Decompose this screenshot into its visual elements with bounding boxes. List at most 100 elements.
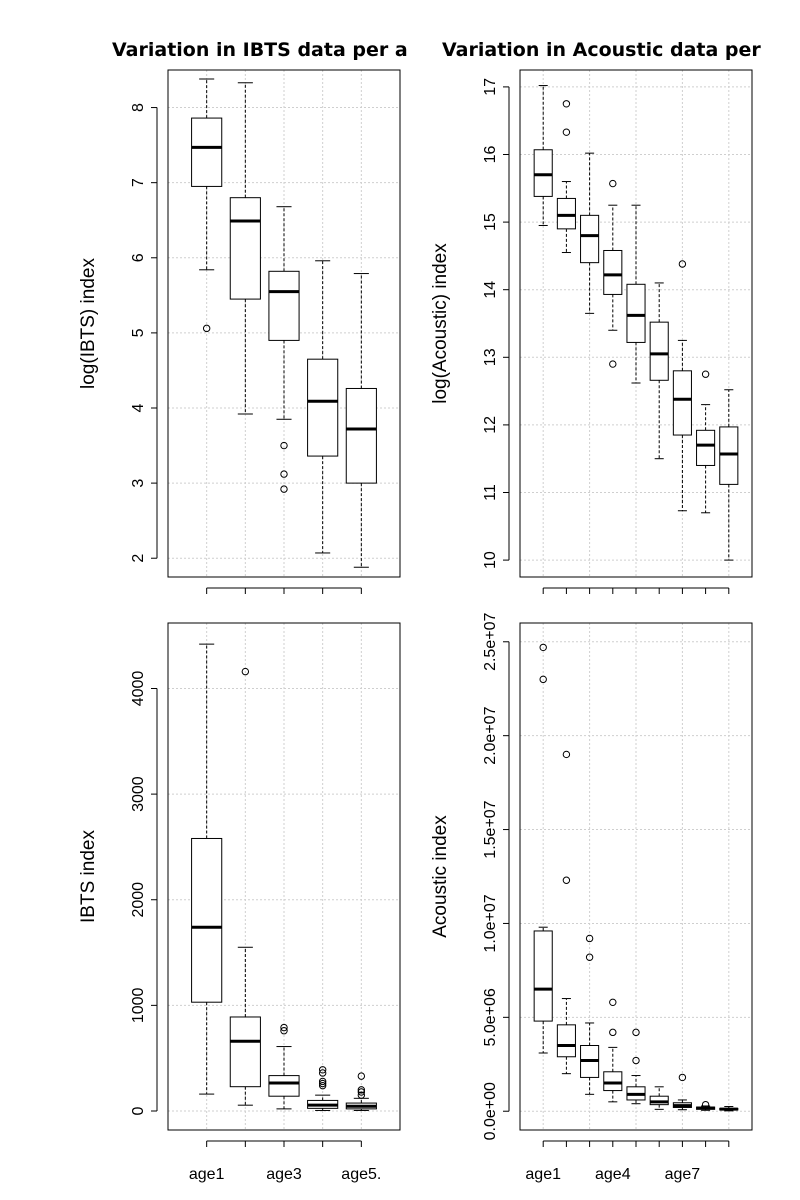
outlier-point — [357, 1086, 366, 1094]
box-age1 — [533, 85, 553, 226]
box-iqr — [580, 214, 600, 264]
box-iqr — [719, 426, 739, 485]
y-tick-label: 1.5e+07 — [482, 800, 499, 858]
outlier-point — [280, 1027, 288, 1035]
box-age3 — [580, 934, 600, 1095]
plot-frame — [167, 622, 401, 1131]
y-tick-label: 11 — [482, 484, 499, 501]
y-tick-label: 2.0e+07 — [482, 706, 499, 764]
box-age4 — [603, 998, 623, 1103]
box-iqr — [307, 358, 339, 457]
plot-frame — [167, 69, 401, 578]
outlier-point — [357, 1091, 366, 1099]
box-iqr — [268, 1075, 300, 1097]
box-age2 — [229, 82, 261, 415]
outlier-point — [609, 179, 617, 188]
box-age2 — [556, 750, 576, 1075]
box-age1 — [533, 643, 553, 1054]
y-tick-label: 6 — [130, 253, 147, 262]
outlier-point — [609, 360, 617, 368]
box-age1 — [191, 78, 223, 333]
outlier-point — [562, 750, 571, 759]
x-tick-label: age4 — [595, 1166, 631, 1183]
y-tick-label: 15 — [482, 213, 499, 231]
outlier-point — [280, 470, 288, 478]
box-age7 — [672, 1073, 692, 1111]
outlier-point — [678, 260, 687, 268]
y-tick-label: 3 — [130, 479, 147, 488]
y-tick-label: 12 — [482, 416, 499, 434]
outlier-point — [562, 128, 571, 136]
outlier-point — [609, 1028, 617, 1037]
plot-frame — [519, 622, 753, 1131]
y-tick-label: 10 — [482, 551, 499, 569]
box-age6 — [649, 1086, 669, 1110]
box-iqr — [556, 197, 576, 230]
y-tick-label: 5.0e+06 — [482, 988, 499, 1046]
outlier-point — [318, 1081, 327, 1090]
outlier-point — [562, 100, 571, 108]
outlier-point — [280, 1023, 288, 1032]
box-age6 — [649, 282, 669, 460]
box-iqr — [229, 1016, 261, 1088]
box-iqr — [603, 1071, 623, 1092]
outlier-point — [632, 1028, 640, 1037]
outlier-point — [678, 1073, 687, 1082]
y-tick-label: 8 — [130, 103, 147, 112]
x-tick-label: age7 — [665, 1166, 701, 1183]
box-age9 — [719, 389, 739, 561]
outlier-point — [539, 643, 547, 652]
outlier-point — [202, 324, 211, 333]
y-tick-label: 0 — [130, 1106, 147, 1115]
box-age4 — [307, 1066, 339, 1111]
chart-panel-p4: 0.0e+00 5.0e+06 1.0e+07 1.5e+07 2.0e+07 2.5e+… — [430, 613, 753, 1183]
outlier-point — [318, 1079, 327, 1088]
outlier-point — [357, 1072, 366, 1080]
x-tick-label: age3 — [266, 1166, 302, 1183]
box-age3 — [580, 152, 600, 314]
box-iqr — [229, 197, 261, 300]
y-tick-label: 17 — [482, 78, 499, 96]
y-tick-label: 2.5e+07 — [482, 613, 499, 671]
outlier-point — [318, 1077, 327, 1086]
x-tick-label: age1 — [525, 1166, 561, 1183]
box-iqr — [556, 1024, 576, 1058]
box-age2 — [229, 667, 261, 1106]
outlier-point — [562, 876, 571, 884]
box-age9 — [719, 1106, 739, 1112]
outlier-point — [357, 1088, 366, 1096]
box-iqr — [626, 283, 646, 343]
y-tick-label: 0.0e+00 — [482, 1082, 499, 1140]
y-tick-label: 2 — [130, 554, 147, 563]
box-iqr — [345, 387, 377, 484]
plot-frame — [519, 69, 753, 578]
box-iqr — [672, 370, 692, 436]
x-tick-label: age1 — [189, 1166, 225, 1183]
y-axis-label: Acoustic index — [430, 815, 451, 938]
y-axis-label: log(IBTS) index — [78, 258, 99, 389]
y-tick-label: 1000 — [130, 987, 147, 1023]
y-tick-label: 16 — [482, 146, 499, 164]
outlier-point — [632, 1056, 640, 1065]
chart-title: Variation in Acoustic data per — [442, 39, 761, 61]
chart-title: Variation in IBTS data per a — [112, 39, 408, 61]
y-tick-label: 3000 — [130, 776, 147, 812]
box-age5 — [626, 204, 646, 384]
outlier-point — [318, 1069, 327, 1077]
box-age4 — [307, 260, 339, 554]
box-age8 — [696, 1100, 716, 1111]
box-iqr — [268, 270, 300, 341]
y-axis-label: IBTS index — [78, 830, 99, 923]
outlier-point — [609, 998, 617, 1007]
box-age5. — [345, 1072, 377, 1111]
y-tick-label: 1.0e+07 — [482, 894, 499, 952]
box-age3 — [268, 1023, 300, 1110]
y-tick-label: 14 — [482, 281, 499, 299]
outlier-point — [701, 1100, 710, 1109]
box-iqr — [649, 321, 669, 381]
chart-panel-p2: 10 11 12 13 14 15 16 17 log(Acoustic) index Varia… — [430, 39, 761, 594]
box-iqr — [603, 249, 623, 295]
outlier-point — [280, 441, 288, 450]
y-tick-label: 4 — [130, 403, 147, 412]
